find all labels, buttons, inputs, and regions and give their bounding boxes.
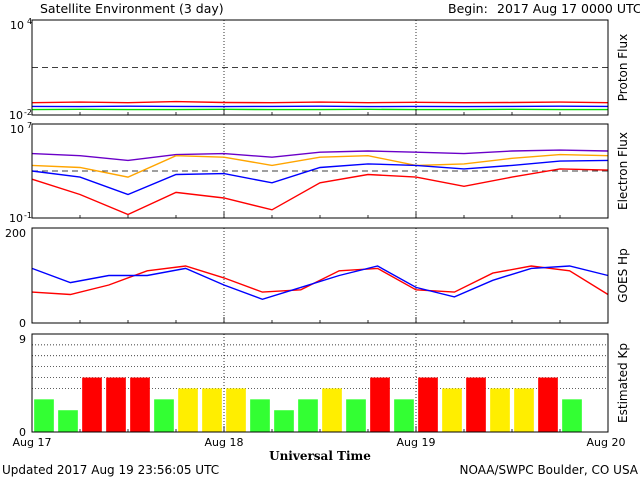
kp-bar bbox=[274, 410, 294, 432]
panel-ylabel: Electron Flux bbox=[616, 132, 630, 210]
y-tick-top: 9 bbox=[19, 333, 26, 346]
y-tick-top: 10 bbox=[10, 19, 24, 32]
kp-bar bbox=[514, 388, 534, 432]
series-blue-line bbox=[31, 159, 609, 196]
x-tick-aug17: Aug 17 bbox=[13, 436, 52, 449]
series-blue-line bbox=[31, 265, 609, 301]
series-purple-line bbox=[31, 149, 609, 162]
y-tick-top-exponent: 4 bbox=[27, 17, 32, 26]
kp-bar bbox=[346, 399, 366, 432]
panel-2: 200 0 GOES Hp bbox=[5, 227, 630, 330]
y-tick-bottom: 10 bbox=[9, 212, 23, 225]
series-red-line bbox=[31, 100, 609, 104]
kp-bar bbox=[298, 399, 318, 432]
begin-date: 2017 Aug 17 0000 UTC bbox=[497, 1, 640, 16]
x-tick-aug20: Aug 20 bbox=[587, 436, 626, 449]
kp-bar bbox=[154, 399, 174, 432]
kp-bar bbox=[58, 410, 78, 432]
kp-bar bbox=[34, 399, 54, 432]
y-tick-top: 200 bbox=[5, 227, 26, 240]
kp-bar bbox=[322, 388, 342, 432]
y-tick-top: 10 bbox=[10, 123, 24, 136]
kp-bar bbox=[226, 388, 246, 432]
panel-frame bbox=[31, 19, 609, 116]
panel-frame bbox=[31, 123, 609, 219]
x-axis-label: Universal Time bbox=[269, 449, 371, 463]
kp-bar bbox=[562, 399, 582, 432]
kp-bar bbox=[442, 388, 462, 432]
kp-bar bbox=[418, 377, 438, 432]
kp-bar bbox=[466, 377, 486, 432]
series-red-line bbox=[31, 265, 609, 296]
x-tick-aug18: Aug 18 bbox=[205, 436, 244, 449]
kp-bar bbox=[82, 377, 102, 432]
y-tick-bottom: 10 bbox=[9, 109, 23, 122]
credit-text: NOAA/SWPC Boulder, CO USA bbox=[460, 463, 639, 477]
kp-bar bbox=[490, 388, 510, 432]
kp-bar bbox=[106, 377, 126, 432]
kp-bar bbox=[178, 388, 198, 432]
kp-bar bbox=[202, 388, 222, 432]
panel-ylabel: GOES Hp bbox=[616, 248, 630, 302]
panel-ylabel: Estimated Kp bbox=[616, 343, 630, 423]
updated-timestamp: Updated 2017 Aug 19 23:56:05 UTC bbox=[2, 463, 219, 477]
series-orange-line bbox=[31, 153, 609, 178]
panel-3: 9 0 Estimated Kp bbox=[19, 333, 630, 439]
kp-bar bbox=[130, 377, 150, 432]
begin-label: Begin: bbox=[448, 1, 488, 16]
kp-bar bbox=[250, 399, 270, 432]
kp-bar bbox=[538, 377, 558, 432]
kp-bar bbox=[394, 399, 414, 432]
series-red-line bbox=[31, 168, 609, 216]
y-tick-bottom-exponent: -1 bbox=[24, 211, 32, 220]
y-tick-top-exponent: 7 bbox=[27, 121, 32, 130]
x-tick-aug19: Aug 19 bbox=[397, 436, 436, 449]
y-tick-bottom: 0 bbox=[19, 317, 26, 330]
panel-ylabel: Proton Flux bbox=[616, 34, 630, 101]
kp-bar bbox=[370, 377, 390, 432]
y-tick-bottom: 0 bbox=[19, 426, 26, 439]
chart-title: Satellite Environment (3 day) bbox=[40, 1, 224, 16]
y-tick-bottom-exponent: -2 bbox=[24, 108, 32, 117]
